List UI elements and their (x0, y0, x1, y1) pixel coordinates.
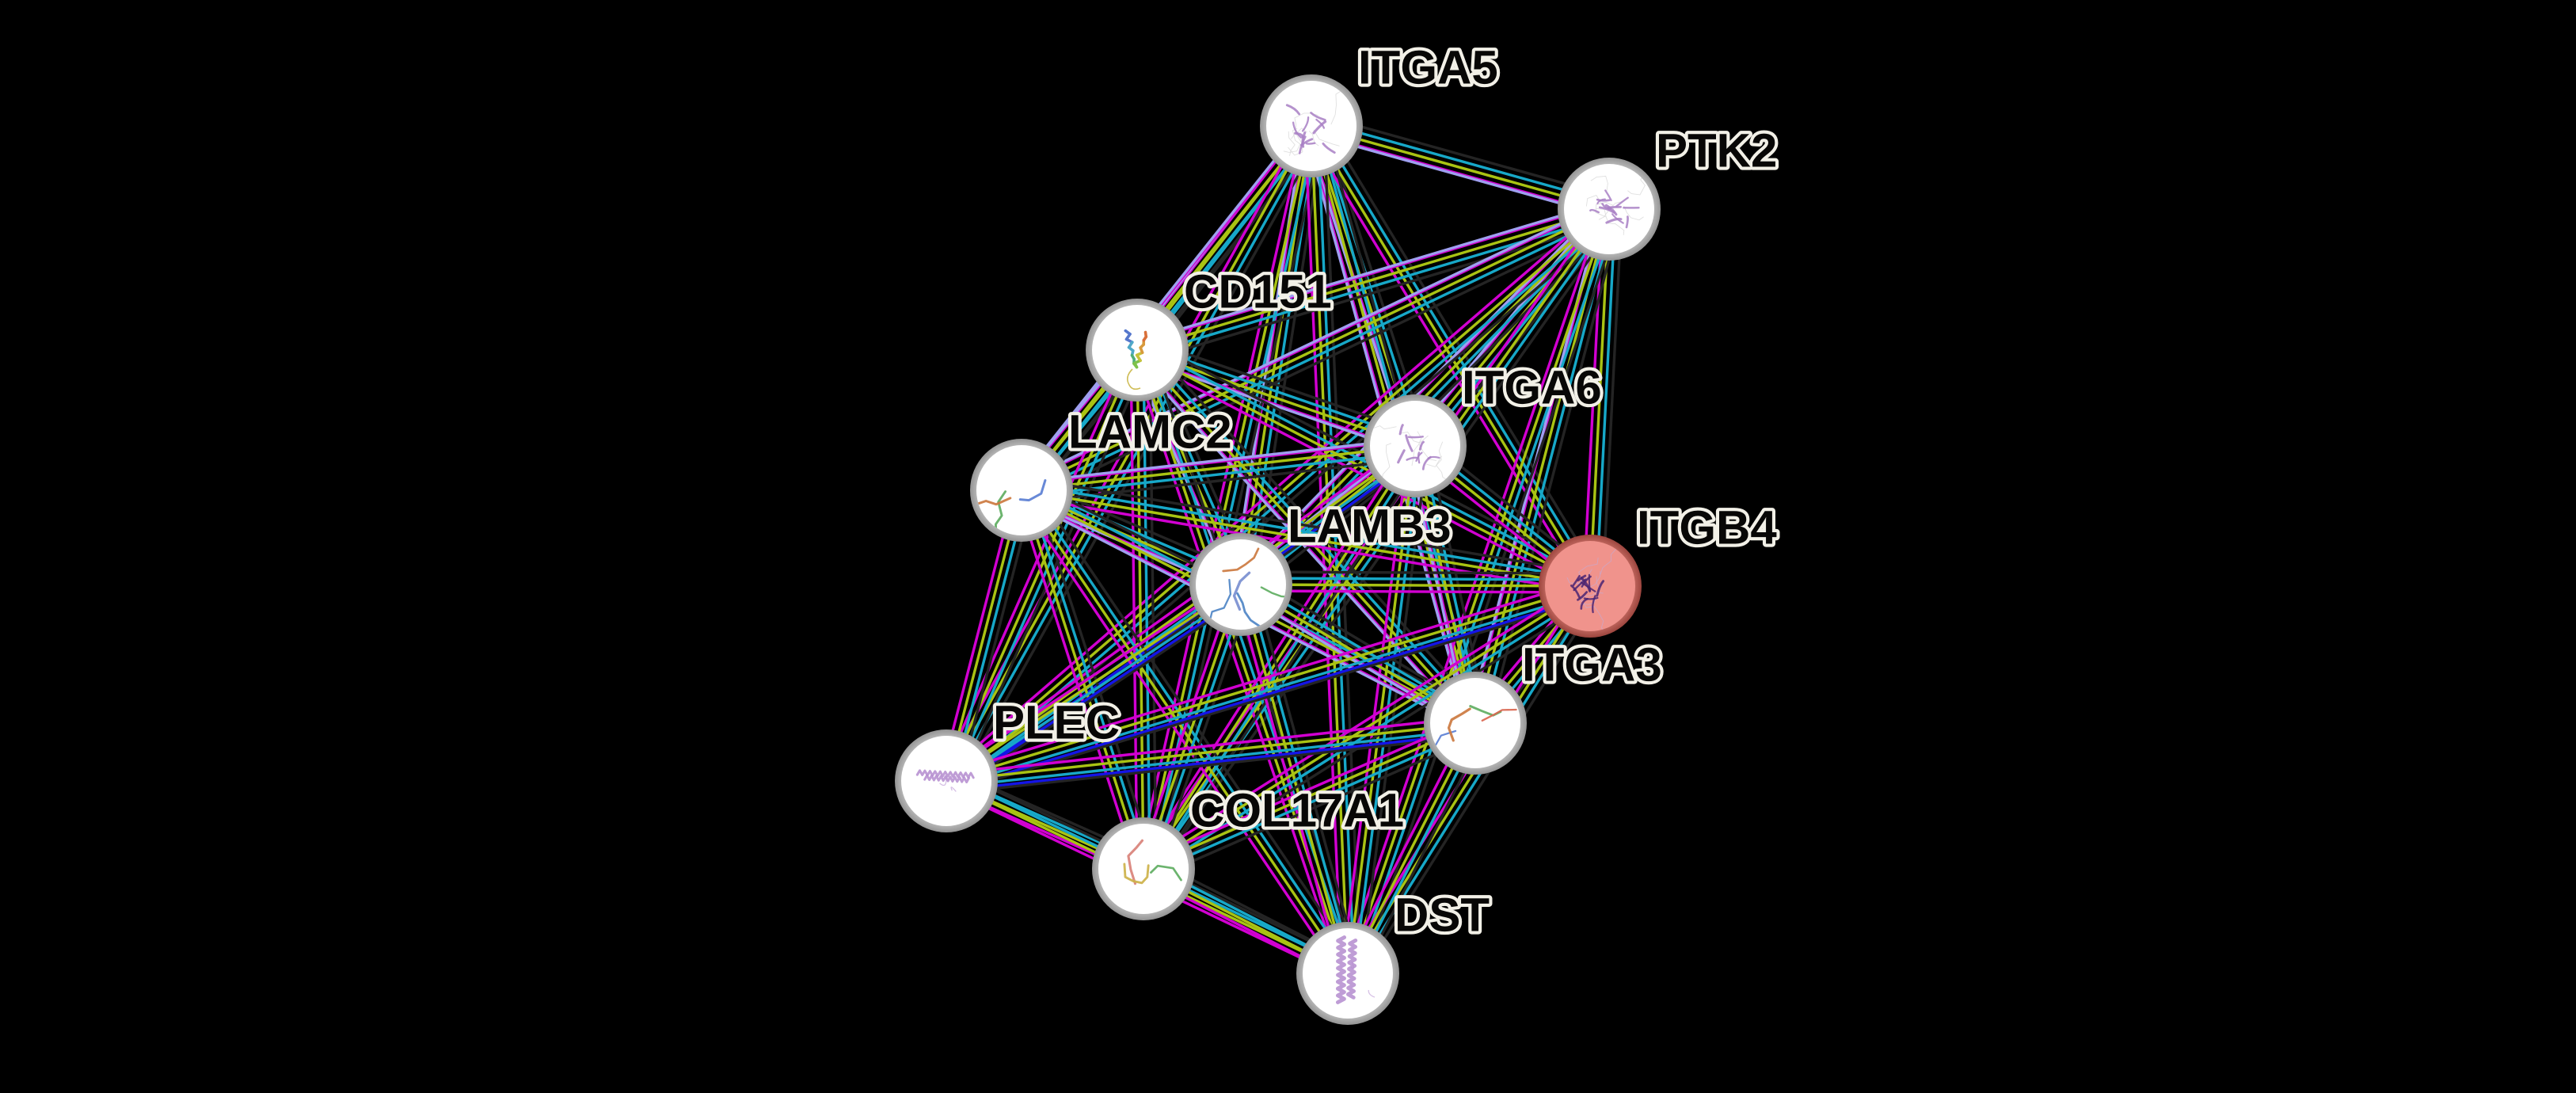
svg-text:PLEC: PLEC (993, 696, 1120, 749)
svg-text:LAMB3: LAMB3 (1288, 500, 1452, 553)
svg-text:ITGA5: ITGA5 (1358, 41, 1498, 94)
svg-text:ITGB4: ITGB4 (1637, 501, 1777, 554)
svg-text:LAMC2: LAMC2 (1068, 406, 1232, 459)
svg-text:ITGA3: ITGA3 (1522, 638, 1662, 691)
svg-text:COL17A1: COL17A1 (1190, 784, 1404, 837)
svg-text:PTK2: PTK2 (1656, 124, 1777, 177)
svg-text:DST: DST (1395, 889, 1490, 942)
svg-text:ITGA6: ITGA6 (1462, 361, 1602, 414)
svg-text:CD151: CD151 (1184, 265, 1332, 318)
